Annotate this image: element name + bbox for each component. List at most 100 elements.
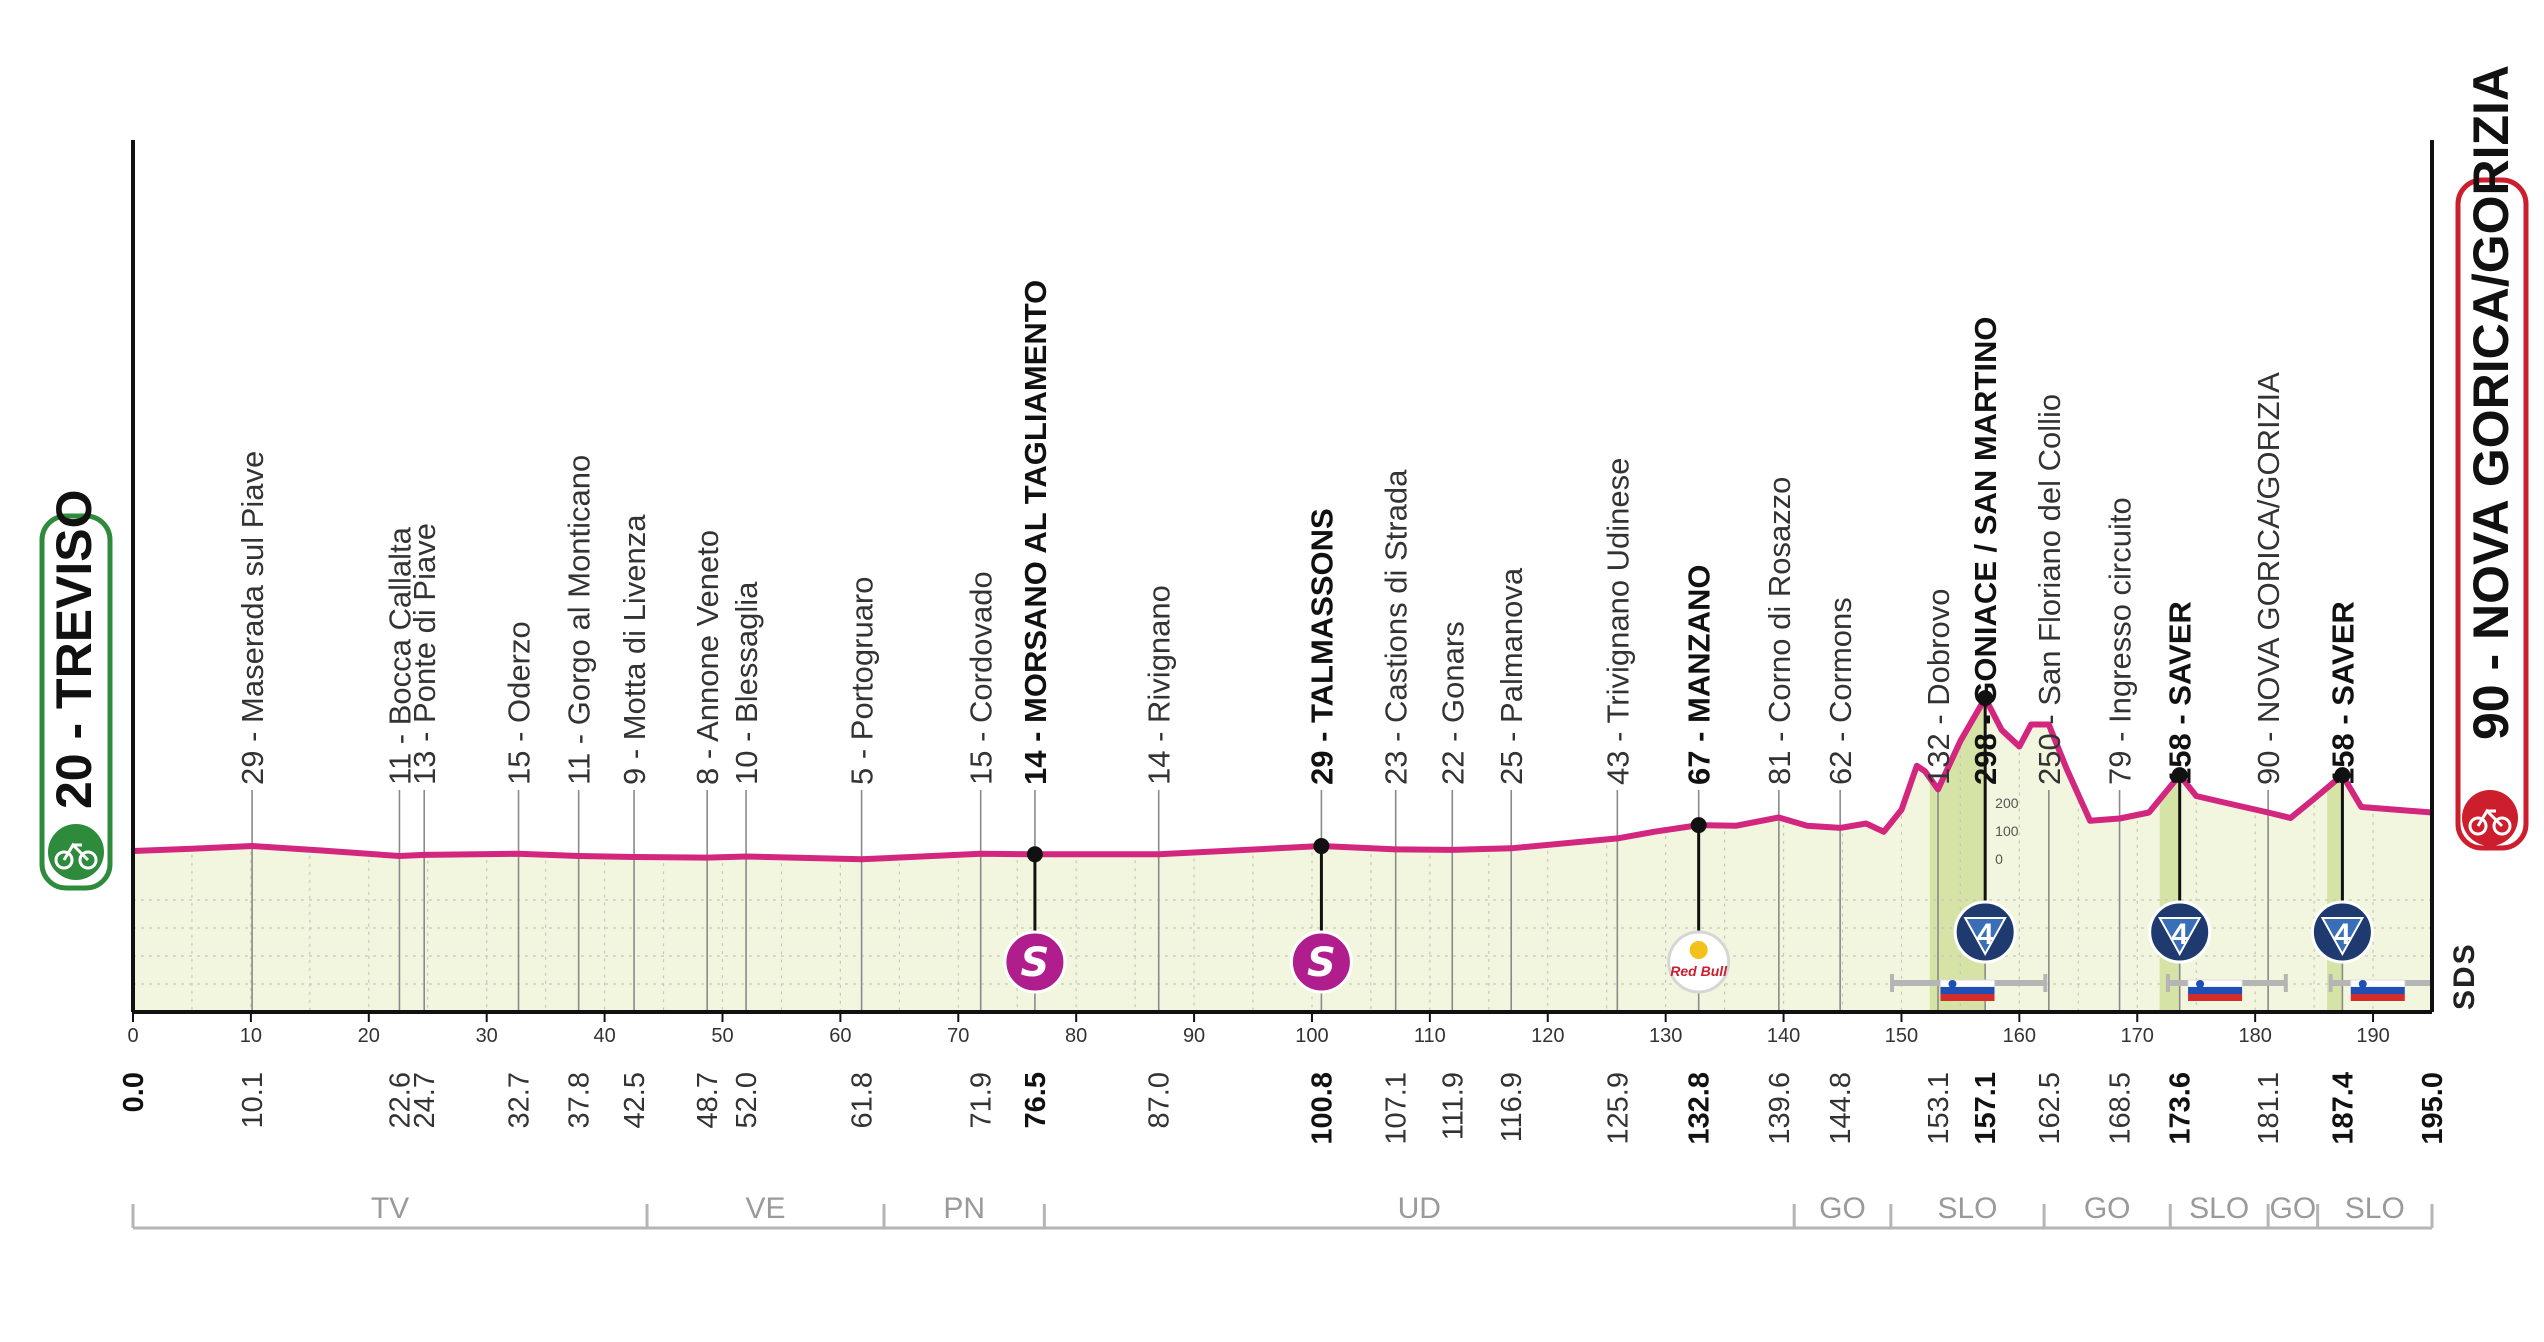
sprint-badge-icon [1003, 930, 1067, 994]
checkpoint-km: 76.5 [1020, 1072, 1052, 1128]
checkpoint-name: 81 - Corno di Rosazzo [1762, 477, 1797, 785]
axis-layer: 0 10 20 30 40 50 60 70 80 90 100 110 120 130 140 150 160… [127, 140, 2434, 1047]
checkpoint-name: 9 - Motta di Livenza [617, 514, 652, 785]
slovenia-flag-blue [2188, 987, 2243, 994]
x-tick-label: 190 [2356, 1025, 2389, 1047]
x-tick-label: 100 [1295, 1025, 1328, 1047]
checkpoint-labels-layer: 29 - Maserada sul Piave 10.1 11 - Bocca Ca… [118, 280, 2449, 1145]
checkpoint-km: 116.9 [1496, 1072, 1528, 1142]
slovenia-flag-red [2188, 994, 2243, 1001]
checkpoint-name: 79 - Ingresso circuito [2103, 497, 2138, 785]
checkpoint-name: 250 - San Floriano del Collio [2032, 394, 2067, 785]
checkpoint-km: 32.7 [504, 1072, 536, 1128]
x-tick-label: 120 [1531, 1025, 1564, 1047]
checkpoint-km: 87.0 [1144, 1072, 1176, 1128]
checkpoint-name: 10 - Blessaglia [729, 581, 764, 785]
checkpoint-km: 48.7 [692, 1072, 724, 1128]
x-tick-label: 50 [711, 1025, 733, 1047]
region-label: GO [2084, 1192, 2131, 1225]
start-badge: 20 - TREVISO [39, 489, 113, 891]
sponsor-label: Red Bull [1670, 963, 1728, 979]
region-label: PN [943, 1192, 985, 1225]
slovenia-flag-blue [2350, 987, 2405, 994]
checkpoint-name: 298 - GONIACE / SAN MARTINO [1968, 317, 2003, 786]
finish-bike-icon [2462, 790, 2518, 846]
sprint-badge-icon [1289, 930, 1353, 994]
x-tick-label: 140 [1767, 1025, 1800, 1047]
x-tick-label: 180 [2238, 1025, 2271, 1047]
kom-dot [1977, 690, 1994, 707]
inset-altitude-label: 0 [1995, 851, 2003, 867]
profile-line-layer [132, 695, 2433, 863]
x-tick-label: 10 [240, 1025, 262, 1047]
checkpoint-km: 144.8 [1825, 1072, 1857, 1145]
checkpoint-name: 23 - Castions di Strada [1379, 469, 1414, 785]
bike-glyph [2468, 808, 2512, 836]
checkpoint-km: 10.1 [237, 1072, 269, 1128]
redbull-sun-icon [1689, 941, 1708, 959]
checkpoint-name: 15 - Cordovado [964, 571, 999, 785]
checkpoint-km: 22.6 [384, 1072, 416, 1128]
x-tick-label: 20 [358, 1025, 380, 1047]
checkpoint-km: 173.6 [2165, 1072, 2197, 1145]
kom-category: 4 [2334, 918, 2351, 951]
checkpoint-km: 71.9 [966, 1072, 998, 1128]
x-tick-label: 150 [1885, 1025, 1918, 1047]
region-label: SLO [2345, 1192, 2405, 1225]
checkpoint-name: 158 - SAVER [2325, 601, 2360, 785]
checkpoint-km: 157.1 [1970, 1072, 2002, 1145]
checkpoint-km: 168.5 [2105, 1072, 2137, 1145]
x-tick-label: 110 [1414, 1025, 1446, 1047]
checkpoint-name: 62 - Cormons [1823, 597, 1858, 785]
checkpoint-name: 158 - SAVER [2163, 601, 2198, 785]
slovenia-span-layer [1890, 974, 2434, 1001]
slovenia-flag-red [1940, 994, 1995, 1001]
x-tick-label: 0 [127, 1025, 138, 1047]
checkpoint-name: 29 - TALMASSONS [1304, 508, 1339, 785]
brand-mark: SDS [2448, 942, 2481, 1010]
sprint-dot [1313, 838, 1330, 855]
x-tick-label: 70 [947, 1025, 969, 1047]
x-tick-label: 160 [2003, 1025, 2036, 1047]
x-tick-label: 60 [829, 1025, 851, 1047]
checkpoint-name: 43 - Trivignano Udinese [1600, 458, 1635, 785]
checkpoint-km: 107.1 [1381, 1072, 1413, 1145]
x-tick-label: 80 [1065, 1025, 1087, 1047]
x-tick-label: 40 [593, 1025, 615, 1047]
kom-dot [2334, 767, 2351, 784]
checkpoint-km: 52.0 [731, 1072, 763, 1128]
inset-altitude-label: 100 [1995, 823, 2019, 839]
markers-layer: 200 100 0 S S Red Bull 4 4 4 [1003, 690, 2374, 994]
kom-category: 4 [2171, 918, 2188, 951]
checkpoint-km: 37.8 [564, 1072, 596, 1128]
checkpoint-name: 67 - MANZANO [1682, 565, 1717, 785]
checkpoint-name: 5 - Portogruaro [845, 577, 880, 786]
sprint-dot [1026, 846, 1043, 863]
checkpoint-name: 14 - MORSANO AL TAGLIAMENTO [1018, 280, 1053, 785]
region-label: VE [746, 1192, 786, 1225]
checkpoint-name: 8 - Annone Veneto [690, 530, 725, 785]
finish-badge: 90 - NOVA GORICA/GORIZIA [2455, 65, 2529, 851]
checkpoint-km: 125.9 [1602, 1072, 1634, 1145]
region-label: SLO [2189, 1192, 2249, 1225]
start-km: 0.0 [118, 1072, 150, 1112]
redbull-logo-icon [1667, 930, 1731, 994]
checkpoint-km: 61.8 [847, 1072, 879, 1128]
x-tick-label: 90 [1183, 1025, 1205, 1047]
slovenia-flag-crest [2358, 980, 2367, 988]
region-label: GO [2270, 1192, 2317, 1225]
sponsor-dot [1690, 817, 1707, 834]
checkpoint-name: 132 - Dobrovo [1921, 589, 1956, 785]
checkpoint-name: 14 - Rivignano [1142, 585, 1177, 785]
checkpoint-name: 29 - Maserada sul Piave [235, 451, 270, 785]
checkpoint-km: 153.1 [1923, 1072, 1955, 1145]
profile-line [132, 695, 2433, 863]
checkpoint-km: 111.9 [1437, 1072, 1469, 1140]
checkpoint-km: 42.5 [619, 1072, 651, 1128]
slovenia-flag-blue [1940, 987, 1995, 994]
checkpoint-name: 90 - NOVA GORICA/GORIZIA [2251, 372, 2286, 785]
checkpoint-km: 181.1 [2253, 1072, 2285, 1145]
checkpoint-km: 24.7 [409, 1072, 441, 1128]
slovenia-flag-red [2350, 994, 2405, 1001]
